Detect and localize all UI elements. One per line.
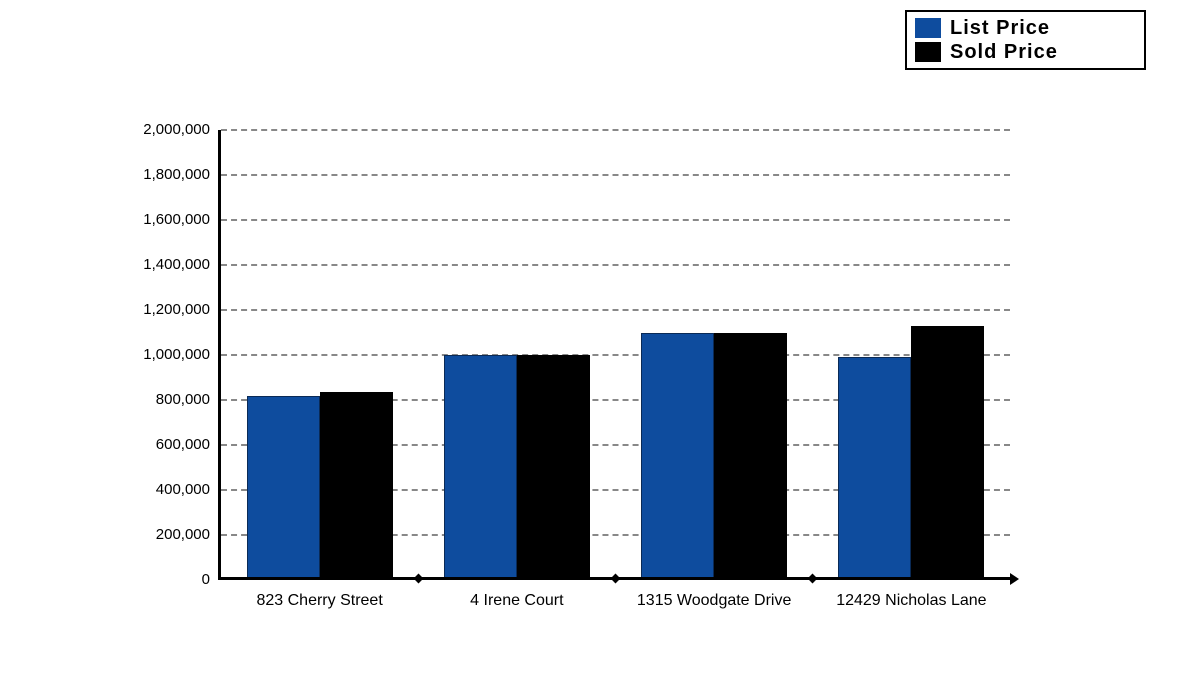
y-axis-tick-label: 0	[201, 571, 210, 588]
y-axis-tick-label: 600,000	[155, 436, 210, 453]
bar-list-price	[443, 355, 517, 580]
x-axis-tick-marker-icon	[807, 573, 818, 584]
gridline	[221, 264, 1010, 266]
y-axis-tick-label: 400,000	[155, 481, 210, 498]
bar-sold-price	[319, 392, 393, 580]
bar-list-price	[838, 357, 912, 580]
y-axis-tick-label: 200,000	[155, 526, 210, 543]
legend-label-list-price: List Price	[950, 16, 1051, 39]
gridline	[221, 399, 1010, 401]
gridline	[221, 129, 1010, 131]
legend-label-sold-price: Sold Price	[950, 40, 1058, 63]
gridline	[221, 534, 1010, 536]
x-axis-category-label: 823 Cherry Street	[256, 592, 383, 609]
legend-item-list-price: List Price	[915, 16, 1136, 40]
legend: List Price Sold Price	[905, 10, 1146, 70]
gridline	[221, 219, 1010, 221]
y-axis-tick-label: 800,000	[155, 391, 210, 408]
bar-list-price	[641, 332, 715, 580]
y-axis-tick-label: 2,000,000	[143, 121, 210, 138]
bar-sold-price	[911, 325, 985, 580]
y-axis-tick-label: 1,400,000	[143, 256, 210, 273]
bar-list-price	[246, 395, 320, 580]
bar-sold-price	[714, 332, 788, 580]
y-axis-line	[218, 130, 221, 580]
x-axis-category-label: 12429 Nicholas Lane	[836, 592, 987, 609]
legend-item-sold-price: Sold Price	[915, 40, 1136, 64]
legend-swatch-list-price	[915, 18, 941, 38]
bar-sold-price	[516, 355, 590, 580]
x-axis-arrow-icon	[1010, 573, 1019, 585]
gridline	[221, 309, 1010, 311]
gridline	[221, 444, 1010, 446]
x-axis-category-label: 1315 Woodgate Drive	[636, 592, 792, 609]
x-axis-tick-marker-icon	[610, 573, 621, 584]
y-axis-tick-label: 1,600,000	[143, 211, 210, 228]
y-axis-tick-label: 1,000,000	[143, 346, 210, 363]
x-axis-tick-marker-icon	[413, 573, 424, 584]
y-axis-tick-label: 1,200,000	[143, 301, 210, 318]
gridline	[221, 354, 1010, 356]
gridline	[221, 489, 1010, 491]
gridline	[221, 174, 1010, 176]
legend-swatch-sold-price	[915, 42, 941, 62]
x-axis-category-label: 4 Irene Court	[470, 592, 564, 609]
y-axis-tick-label: 1,800,000	[143, 166, 210, 183]
